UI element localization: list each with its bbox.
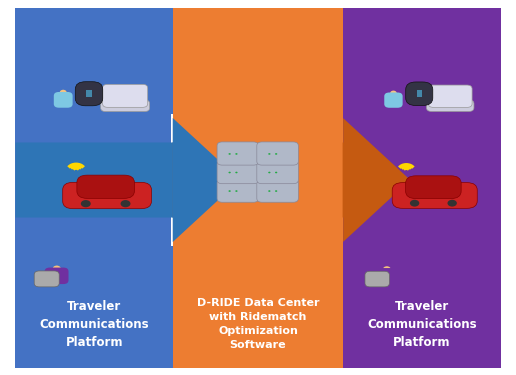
FancyBboxPatch shape: [417, 90, 422, 97]
Bar: [341, 114, 345, 246]
Text: Traveler
Communications
Platform: Traveler Communications Platform: [39, 300, 149, 349]
FancyBboxPatch shape: [392, 183, 477, 209]
Ellipse shape: [235, 190, 237, 192]
Ellipse shape: [390, 91, 397, 96]
FancyBboxPatch shape: [62, 182, 152, 209]
Ellipse shape: [229, 172, 231, 173]
FancyBboxPatch shape: [257, 142, 298, 165]
Polygon shape: [173, 118, 410, 242]
Ellipse shape: [447, 200, 457, 207]
Bar: [171, 114, 175, 246]
Ellipse shape: [53, 266, 61, 273]
Bar: [173, 8, 343, 368]
Ellipse shape: [229, 190, 231, 192]
FancyBboxPatch shape: [406, 82, 433, 105]
Bar: [173, 8, 343, 368]
Ellipse shape: [229, 153, 231, 155]
FancyBboxPatch shape: [384, 93, 402, 108]
FancyBboxPatch shape: [426, 100, 474, 111]
Ellipse shape: [121, 200, 131, 207]
Ellipse shape: [235, 153, 237, 155]
FancyBboxPatch shape: [217, 160, 259, 184]
Bar: [15, 8, 173, 368]
FancyBboxPatch shape: [375, 268, 398, 284]
Polygon shape: [172, 118, 240, 242]
FancyBboxPatch shape: [44, 268, 69, 284]
Text: Traveler
Communications
Platform: Traveler Communications Platform: [367, 300, 477, 349]
FancyBboxPatch shape: [75, 82, 103, 106]
FancyBboxPatch shape: [103, 84, 148, 107]
Text: D-RIDE Data Center
with Ridematch
Optimization
Software: D-RIDE Data Center with Ridematch Optimi…: [197, 298, 319, 350]
Polygon shape: [15, 118, 240, 242]
FancyBboxPatch shape: [77, 175, 134, 198]
Ellipse shape: [235, 172, 237, 173]
Ellipse shape: [81, 200, 91, 207]
Ellipse shape: [268, 172, 270, 173]
FancyBboxPatch shape: [101, 100, 150, 112]
Ellipse shape: [268, 190, 270, 192]
FancyBboxPatch shape: [217, 179, 259, 202]
Polygon shape: [343, 118, 410, 242]
FancyBboxPatch shape: [428, 85, 472, 107]
FancyBboxPatch shape: [257, 179, 298, 202]
Ellipse shape: [275, 190, 277, 192]
Ellipse shape: [60, 90, 67, 96]
FancyBboxPatch shape: [257, 160, 298, 184]
FancyBboxPatch shape: [87, 90, 91, 97]
Ellipse shape: [275, 172, 277, 173]
Ellipse shape: [410, 200, 420, 207]
Bar: [343, 8, 501, 368]
FancyBboxPatch shape: [34, 271, 59, 287]
Ellipse shape: [383, 266, 391, 273]
FancyBboxPatch shape: [365, 271, 390, 287]
FancyBboxPatch shape: [54, 92, 73, 108]
Bar: [343, 8, 501, 368]
FancyBboxPatch shape: [406, 176, 461, 199]
FancyBboxPatch shape: [217, 142, 259, 165]
Ellipse shape: [268, 153, 270, 155]
Ellipse shape: [275, 153, 277, 155]
